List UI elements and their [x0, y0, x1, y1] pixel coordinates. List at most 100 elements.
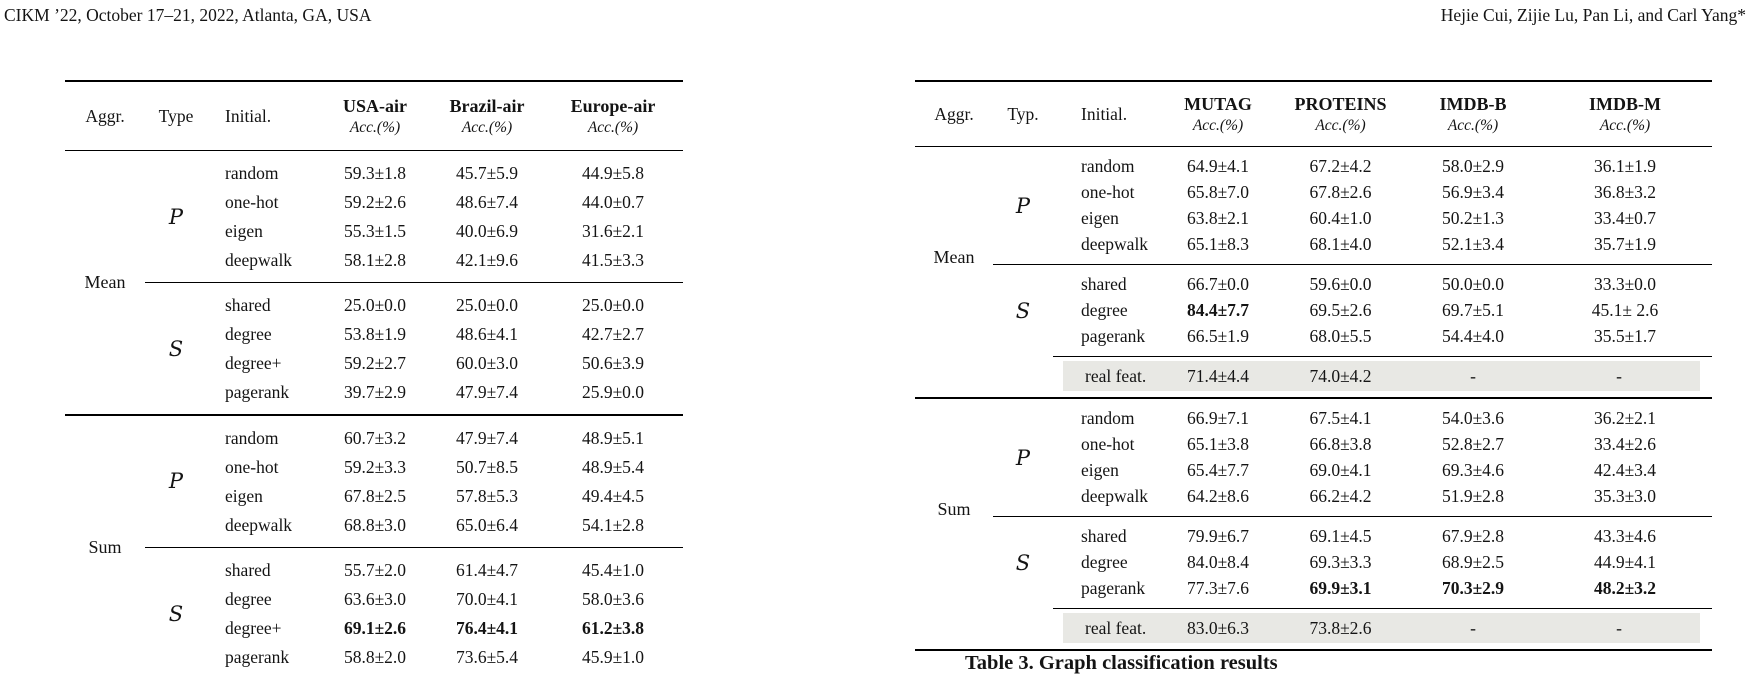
- cell-value: 65.4±7.7: [1186, 459, 1250, 480]
- table-row: deepwalk 64.2±8.6 66.2±4.2 51.9±2.8 35.3±3.0: [1053, 483, 1712, 509]
- cell-initial: eigen: [1081, 207, 1119, 228]
- cell-value: 76.4±4.1: [455, 618, 519, 639]
- cell-value: 41.5±3.3: [581, 250, 645, 271]
- cell-value: 84.0±8.4: [1186, 551, 1250, 572]
- cell-initial: shared: [225, 295, 271, 316]
- type-separator-rule: [993, 264, 1712, 266]
- cell-initial: random: [1081, 155, 1135, 176]
- cell-value: 44.9±5.8: [581, 163, 645, 184]
- column-header-aggr: Aggr.: [85, 105, 125, 126]
- table-row: one-hot 59.2±3.3 50.7±8.5 48.9±5.4: [207, 453, 683, 482]
- cell-value: 42.1±9.6: [455, 250, 519, 271]
- cell-value: 39.7±2.9: [343, 382, 407, 403]
- dataset-name: MUTAG: [1184, 94, 1252, 115]
- table-row: random 60.7±3.2 47.9±7.4 48.9±5.1: [207, 424, 683, 453]
- running-header-conference: CIKM ’22, October 17–21, 2022, Atlanta, …: [4, 5, 372, 25]
- cell-value: 69.5±2.6: [1309, 299, 1372, 320]
- cell-initial: shared: [1081, 273, 1127, 294]
- table-row: shared 66.7±0.0 59.6±0.0 50.0±0.0 33.3±0.0: [1053, 271, 1712, 297]
- cell-value: 70.0±4.1: [455, 589, 519, 610]
- cell-initial: one-hot: [1081, 181, 1135, 202]
- column-header-dataset: Brazil-air Acc.(%): [431, 95, 543, 137]
- column-header-dataset: Europe-air Acc.(%): [543, 95, 683, 137]
- cell-initial: degree: [225, 324, 272, 345]
- real-feat-value: 71.4±4.4: [1186, 365, 1250, 386]
- cell-value: 70.3±2.9: [1441, 577, 1505, 598]
- cell-value: 48.6±4.1: [455, 324, 519, 345]
- cell-value: 66.8±3.8: [1309, 433, 1372, 454]
- cell-value: 36.8±3.2: [1593, 181, 1657, 202]
- table-row: deepwalk 65.1±8.3 68.1±4.0 52.1±3.4 35.7±1.9: [1053, 231, 1712, 257]
- cell-value: 55.7±2.0: [343, 560, 407, 581]
- cell-value: 60.7±3.2: [343, 427, 407, 448]
- cell-value: 50.6±3.9: [581, 353, 645, 374]
- cell-value: 45.9±1.0: [581, 647, 645, 668]
- cell-value: 42.7±2.7: [581, 324, 645, 345]
- table-row: random 59.3±1.8 45.7±5.9 44.9±5.8: [207, 159, 683, 188]
- real-feat-value: -: [1616, 617, 1622, 638]
- column-header-dataset: IMDB-M Acc.(%): [1538, 93, 1712, 135]
- real-feat-separator-rule: [1053, 356, 1712, 358]
- type-separator-rule: [145, 546, 683, 549]
- header-rule: [65, 150, 683, 152]
- table-row: degree 53.8±1.9 48.6±4.1 42.7±2.7: [207, 320, 683, 349]
- node-classification-table: Aggr. Type Initial. USA-air Acc.(%) Brazil-ai…: [65, 80, 683, 679]
- table-row: deepwalk 58.1±2.8 42.1±9.6 41.5±3.3: [207, 246, 683, 275]
- table-row: degree 84.4±7.7 69.5±2.6 69.7±5.1 45.1± 2.6: [1053, 297, 1712, 323]
- cell-value: 59.6±0.0: [1309, 273, 1372, 294]
- cell-value: 67.2±4.2: [1309, 155, 1372, 176]
- cell-value: 51.9±2.8: [1441, 485, 1505, 506]
- cell-initial: deepwalk: [1081, 233, 1149, 254]
- type-symbol: S: [168, 336, 184, 361]
- cell-value: 60.0±3.0: [455, 353, 519, 374]
- real-feat-value: 73.8±2.6: [1309, 617, 1372, 638]
- cell-initial: shared: [1081, 525, 1127, 546]
- cell-initial: degree+: [225, 618, 282, 639]
- cell-initial: pagerank: [225, 382, 290, 403]
- cell-value: 67.8±2.6: [1309, 181, 1372, 202]
- dataset-name: PROTEINS: [1294, 94, 1387, 115]
- cell-value: 48.2±3.2: [1593, 577, 1657, 598]
- table-top-rule: [915, 80, 1712, 83]
- cell-initial: deepwalk: [1081, 485, 1149, 506]
- cell-value: 68.8±3.0: [343, 514, 407, 535]
- cell-value: 65.0±6.4: [455, 514, 519, 535]
- dataset-metric: Acc.(%): [1315, 116, 1366, 134]
- cell-initial: shared: [225, 560, 271, 581]
- cell-value: 73.6±5.4: [455, 647, 519, 668]
- cell-value: 68.9±2.5: [1441, 551, 1505, 572]
- type-symbol: S: [1015, 550, 1031, 575]
- cell-initial: deepwalk: [225, 514, 293, 535]
- table-row: one-hot 59.2±2.6 48.6±7.4 44.0±0.7: [207, 188, 683, 217]
- table-row: degree+ 59.2±2.7 60.0±3.0 50.6±3.9: [207, 349, 683, 378]
- cell-value: 58.0±3.6: [581, 589, 645, 610]
- cell-value: 65.8±7.0: [1186, 181, 1250, 202]
- cell-initial: random: [225, 427, 279, 448]
- table-row: eigen 63.8±2.1 60.4±1.0 50.2±1.3 33.4±0.7: [1053, 205, 1712, 231]
- column-header-dataset: PROTEINS Acc.(%): [1273, 93, 1408, 135]
- cell-value: 50.2±1.3: [1441, 207, 1505, 228]
- cell-initial: eigen: [225, 221, 263, 242]
- cell-value: 47.9±7.4: [455, 427, 519, 448]
- cell-value: 31.6±2.1: [581, 221, 645, 242]
- aggr-label: Sum: [937, 498, 971, 519]
- cell-initial: eigen: [225, 485, 263, 506]
- real-feat-row: real feat. 71.4±4.4 74.0±4.2 - -: [1063, 361, 1700, 392]
- type-symbol: P: [168, 204, 184, 229]
- column-header-initial: Initial.: [225, 105, 272, 126]
- cell-value: 25.0±0.0: [581, 295, 645, 316]
- dataset-metric: Acc.(%): [587, 118, 639, 136]
- cell-value: 59.2±2.7: [343, 353, 407, 374]
- table-row: eigen 67.8±2.5 57.8±5.3 49.4±4.5: [207, 482, 683, 511]
- table-row: one-hot 65.8±7.0 67.8±2.6 56.9±3.4 36.8±3.2: [1053, 179, 1712, 205]
- cell-value: 68.1±4.0: [1309, 233, 1372, 254]
- dataset-name: USA-air: [343, 96, 407, 117]
- real-feat-value: -: [1470, 617, 1476, 638]
- header-rule: [915, 146, 1712, 148]
- cell-value: 59.2±2.6: [343, 192, 407, 213]
- real-feat-row: real feat. 83.0±6.3 73.8±2.6 - -: [1063, 613, 1700, 644]
- type-separator-rule: [145, 282, 683, 284]
